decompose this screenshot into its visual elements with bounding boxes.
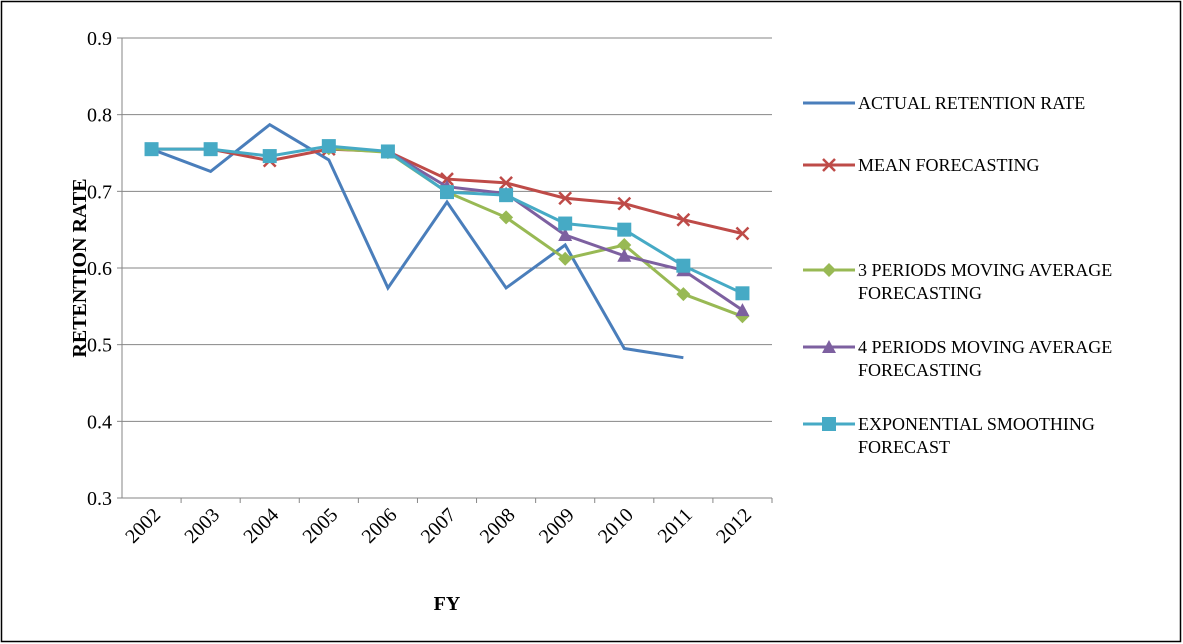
marker <box>735 286 750 301</box>
marker <box>735 226 750 241</box>
y-tick-label: 0.8 <box>87 105 112 127</box>
marker <box>499 188 514 203</box>
marker <box>558 228 573 242</box>
marker <box>262 149 277 164</box>
y-tick-label: 0.4 <box>87 411 112 433</box>
marker <box>499 176 513 190</box>
legend-label: 3 PERIODS MOVING AVERAGE FORECASTING <box>858 260 1113 303</box>
legend-label: ACTUAL RETENTION RATE <box>858 93 1086 113</box>
marker <box>822 340 836 353</box>
y-tick-label: 0.6 <box>87 258 112 280</box>
marker <box>822 263 836 277</box>
legend-label: MEAN FORECASTING <box>858 155 1040 175</box>
marker <box>144 142 159 157</box>
marker <box>380 144 395 159</box>
y-tick-label: 0.5 <box>87 335 112 357</box>
marker <box>499 210 514 225</box>
marker <box>735 303 750 317</box>
series-line <box>151 122 684 360</box>
marker <box>617 196 632 211</box>
y-tick-label: 0.7 <box>87 181 112 203</box>
marker <box>558 191 573 206</box>
legend-label: 4 PERIODS MOVING AVERAGE FORECASTING <box>858 337 1113 380</box>
marker <box>676 212 691 227</box>
marker <box>558 216 573 231</box>
marker <box>203 142 218 157</box>
marker <box>440 185 454 200</box>
marker <box>617 248 632 262</box>
x-axis-label: FY <box>434 593 461 615</box>
marker <box>822 417 836 431</box>
marker <box>617 238 632 252</box>
y-tick-label: 0.3 <box>87 488 112 510</box>
marker <box>321 139 336 154</box>
marker <box>676 258 691 273</box>
legend-label: EXPONENTIAL SMOOTHING FORECAST <box>858 414 1095 457</box>
marker <box>617 222 632 237</box>
y-tick-label: 0.9 <box>87 28 112 50</box>
marker <box>558 251 573 266</box>
marker <box>822 158 836 172</box>
marker <box>676 287 691 302</box>
y-axis-label: RETENTION RATE <box>69 178 91 357</box>
